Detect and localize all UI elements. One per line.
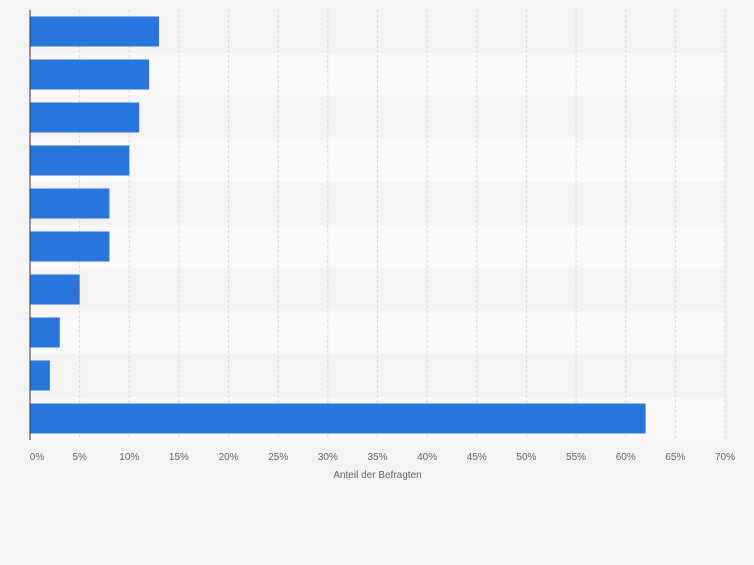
row-band — [30, 268, 725, 311]
x-tick-label: 55% — [566, 452, 586, 463]
x-axis-tick-labels: 0% 5% 10% 15% 20% 25% 30% 35% 40% 45% 50% 55% 60% 65%… — [30, 452, 735, 463]
x-tick-label: 10% — [119, 452, 139, 463]
x-tick-label: 60% — [616, 452, 636, 463]
x-tick-label: 45% — [467, 452, 487, 463]
row-band — [30, 182, 725, 225]
bar[interactable] — [30, 59, 150, 90]
x-tick-label: 65% — [665, 452, 685, 463]
x-tick-label: 20% — [219, 452, 239, 463]
bar[interactable] — [30, 231, 110, 262]
bar[interactable] — [30, 360, 50, 391]
x-tick-label: 5% — [72, 452, 87, 463]
x-tick-label: 0% — [30, 452, 45, 463]
x-tick-label: 40% — [417, 452, 437, 463]
bars — [30, 16, 646, 434]
bar[interactable] — [30, 145, 130, 176]
bar[interactable] — [30, 16, 160, 47]
bar[interactable] — [30, 317, 60, 348]
bar[interactable] — [30, 274, 80, 305]
x-axis-label: Anteil der Befragten — [333, 470, 421, 481]
x-tick-label: 50% — [516, 452, 536, 463]
x-tick-label: 35% — [367, 452, 387, 463]
x-tick-label: 30% — [318, 452, 338, 463]
x-tick-label: 25% — [268, 452, 288, 463]
bar[interactable] — [30, 102, 140, 133]
x-tick-label: 15% — [169, 452, 189, 463]
bar[interactable] — [30, 188, 110, 219]
bar[interactable] — [30, 403, 646, 434]
x-tick-label: 70% — [715, 452, 735, 463]
